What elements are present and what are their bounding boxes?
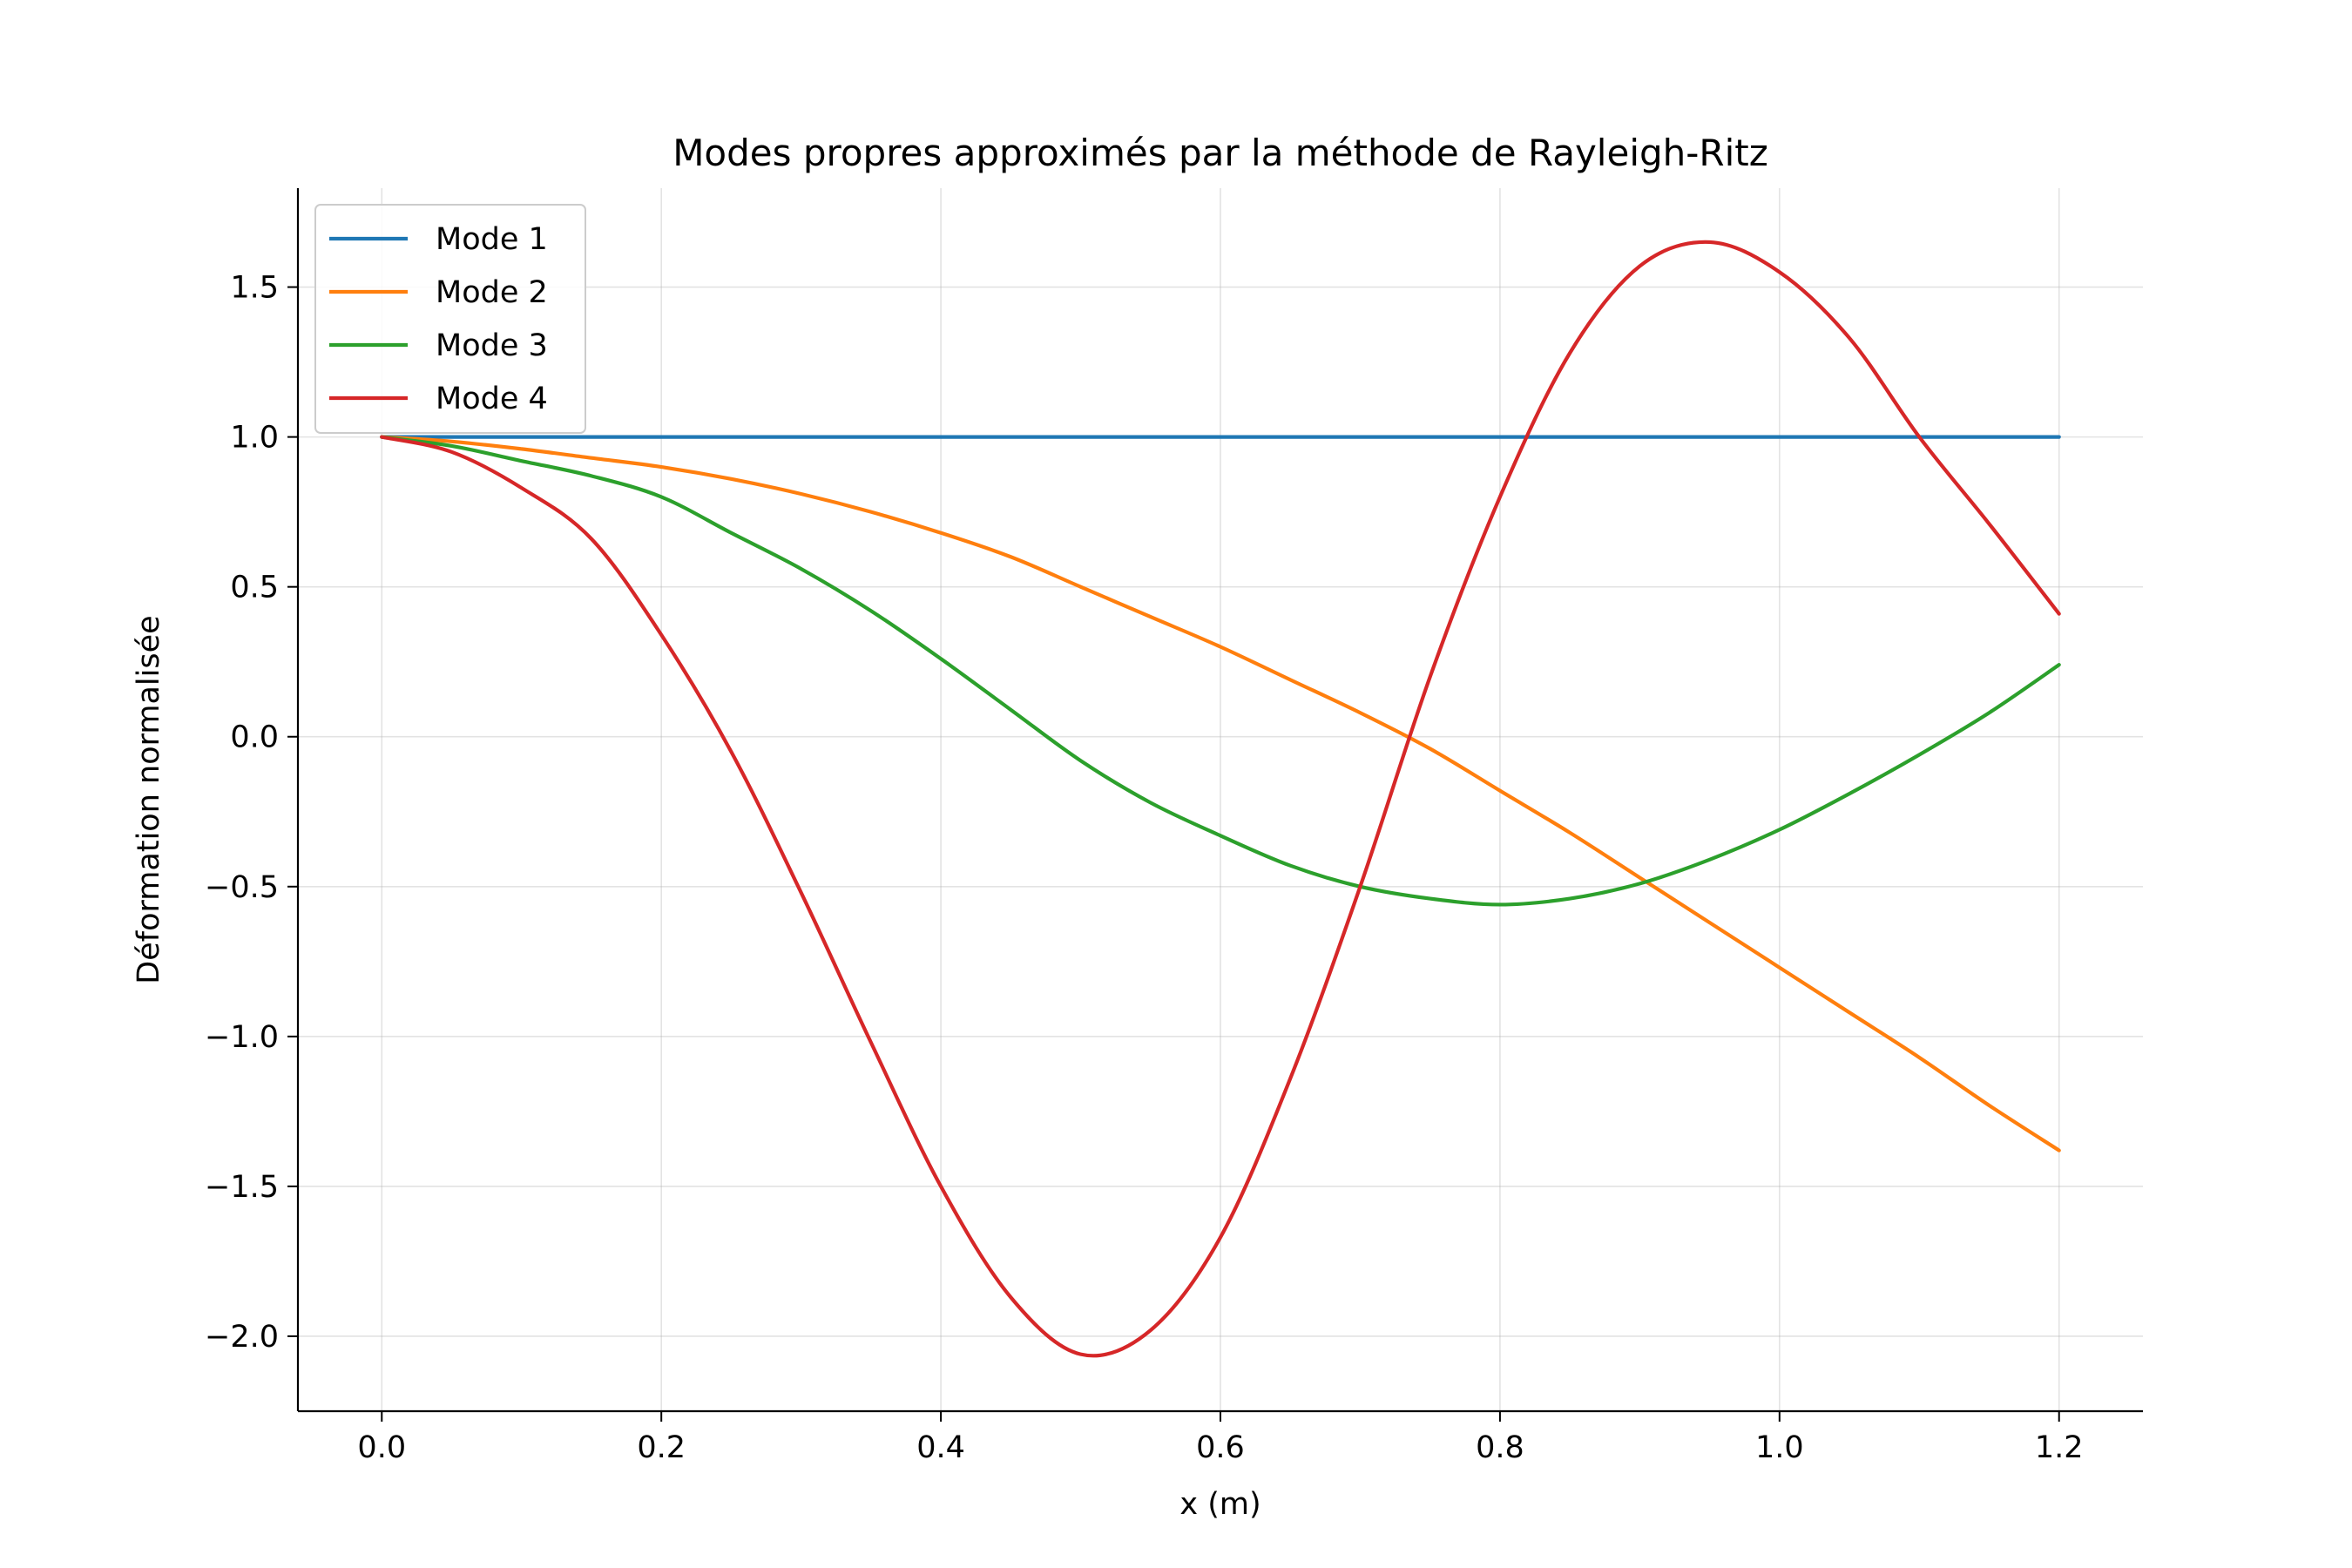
y-tick-label: 0.0 — [230, 720, 279, 755]
y-tick-label: 1.0 — [230, 421, 279, 456]
legend-frame — [314, 204, 586, 434]
legend-label-mode-1: Mode 1 — [436, 222, 548, 257]
series-line-mode-3 — [380, 435, 2061, 907]
x-tick-label: 1.2 — [2035, 1430, 2084, 1465]
series-line-mode-4 — [380, 240, 2061, 1358]
legend-label-mode-3: Mode 3 — [436, 328, 548, 363]
x-tick-label: 1.0 — [1755, 1430, 1804, 1465]
chart-title: Modes propres approximés par la méthode … — [672, 132, 1768, 174]
legend-label-mode-2: Mode 2 — [436, 275, 548, 310]
series-line-mode-2 — [380, 435, 2061, 1152]
y-tick-label: 0.5 — [230, 571, 279, 605]
x-axis-ticks: 0.0 0.2 0.4 0.6 0.8 1.0 1.2 — [357, 1411, 2084, 1465]
x-tick-label: 0.0 — [357, 1430, 406, 1465]
y-tick-label: −1.5 — [205, 1170, 279, 1205]
y-tick-label: −1.0 — [205, 1020, 279, 1055]
y-tick-label: 1.5 — [230, 271, 279, 306]
y-tick-label: −2.0 — [205, 1320, 279, 1355]
legend-label-mode-4: Mode 4 — [436, 382, 548, 416]
x-tick-label: 0.6 — [1196, 1430, 1245, 1465]
x-axis-label: x (m) — [1179, 1487, 1260, 1522]
x-tick-label: 0.8 — [1476, 1430, 1524, 1465]
x-tick-label: 0.2 — [637, 1430, 686, 1465]
y-axis-label: Déformation normalisée — [132, 615, 166, 983]
x-tick-label: 0.4 — [916, 1430, 965, 1465]
legend: Mode 1 Mode 2 Mode 3 Mode 4 — [314, 204, 586, 434]
y-axis-ticks: −2.0 −1.5 −1.0 −0.5 0.0 0.5 1.0 1.5 — [205, 271, 298, 1355]
series-layer — [380, 240, 2061, 1358]
y-tick-label: −0.5 — [205, 870, 279, 905]
